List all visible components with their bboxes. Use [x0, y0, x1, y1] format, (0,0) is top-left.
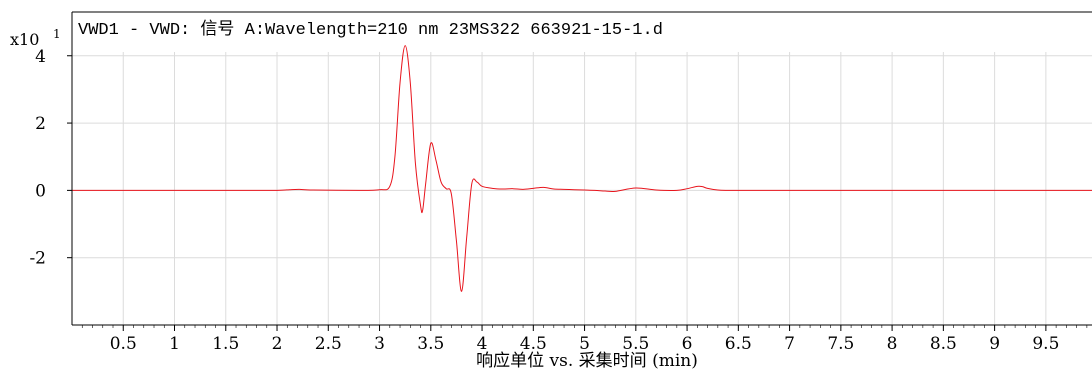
chart-title: VWD1 - VWD: 信号 A:Wavelength=210 nm 23MS3… — [78, 19, 663, 40]
x-tick-label: 1 — [169, 334, 180, 354]
x-axis-label: 响应单位 vs. 采集时间 (min) — [476, 351, 698, 370]
x-tick-label: 0.5 — [110, 334, 137, 354]
x-tick-label: 9.5 — [1032, 334, 1059, 354]
x-tick-label: 8.5 — [930, 334, 957, 354]
y-tick-label: 4 — [35, 47, 46, 67]
x-tick-label: 4 — [477, 334, 488, 354]
x-tick-label: 4.5 — [520, 334, 547, 354]
x-tick-label: 7 — [784, 334, 795, 354]
x-tick-label: 8 — [887, 334, 898, 354]
x-tick-label: 5.5 — [622, 334, 649, 354]
axes-layer — [71, 11, 1092, 326]
x-tick-label: 2 — [272, 334, 283, 354]
x-tick-label: 2.5 — [315, 334, 342, 354]
grid-layer — [72, 52, 1092, 325]
x-tick-label: 7.5 — [827, 334, 854, 354]
x-tick-label: 3.5 — [417, 334, 444, 354]
signal-trace — [71, 45, 1092, 292]
x-tick-label: 1.5 — [212, 334, 239, 354]
y-tick-label: -2 — [29, 249, 46, 269]
x-tick-label: 5 — [579, 334, 590, 354]
y-tick-label: 0 — [35, 181, 46, 201]
x-tick-label: 6.5 — [725, 334, 752, 354]
y-tick-label: 2 — [35, 114, 46, 134]
x-tick-label: 9 — [989, 334, 1000, 354]
x-tick-label: 3 — [374, 334, 385, 354]
y-multiplier-exponent: 1 — [53, 27, 61, 41]
y-tick-layer: 4 2 0 -2 — [29, 47, 72, 269]
x-tick-label: 6 — [682, 334, 693, 354]
y-multiplier-label: x10 — [10, 30, 39, 49]
x-tick-layer: 0.5 1 1.5 2 2.5 3 3.5 4 4.5 5 5.5 6 6.5 7 7.5 8 8.5 9 9.5 — [81, 325, 1088, 354]
